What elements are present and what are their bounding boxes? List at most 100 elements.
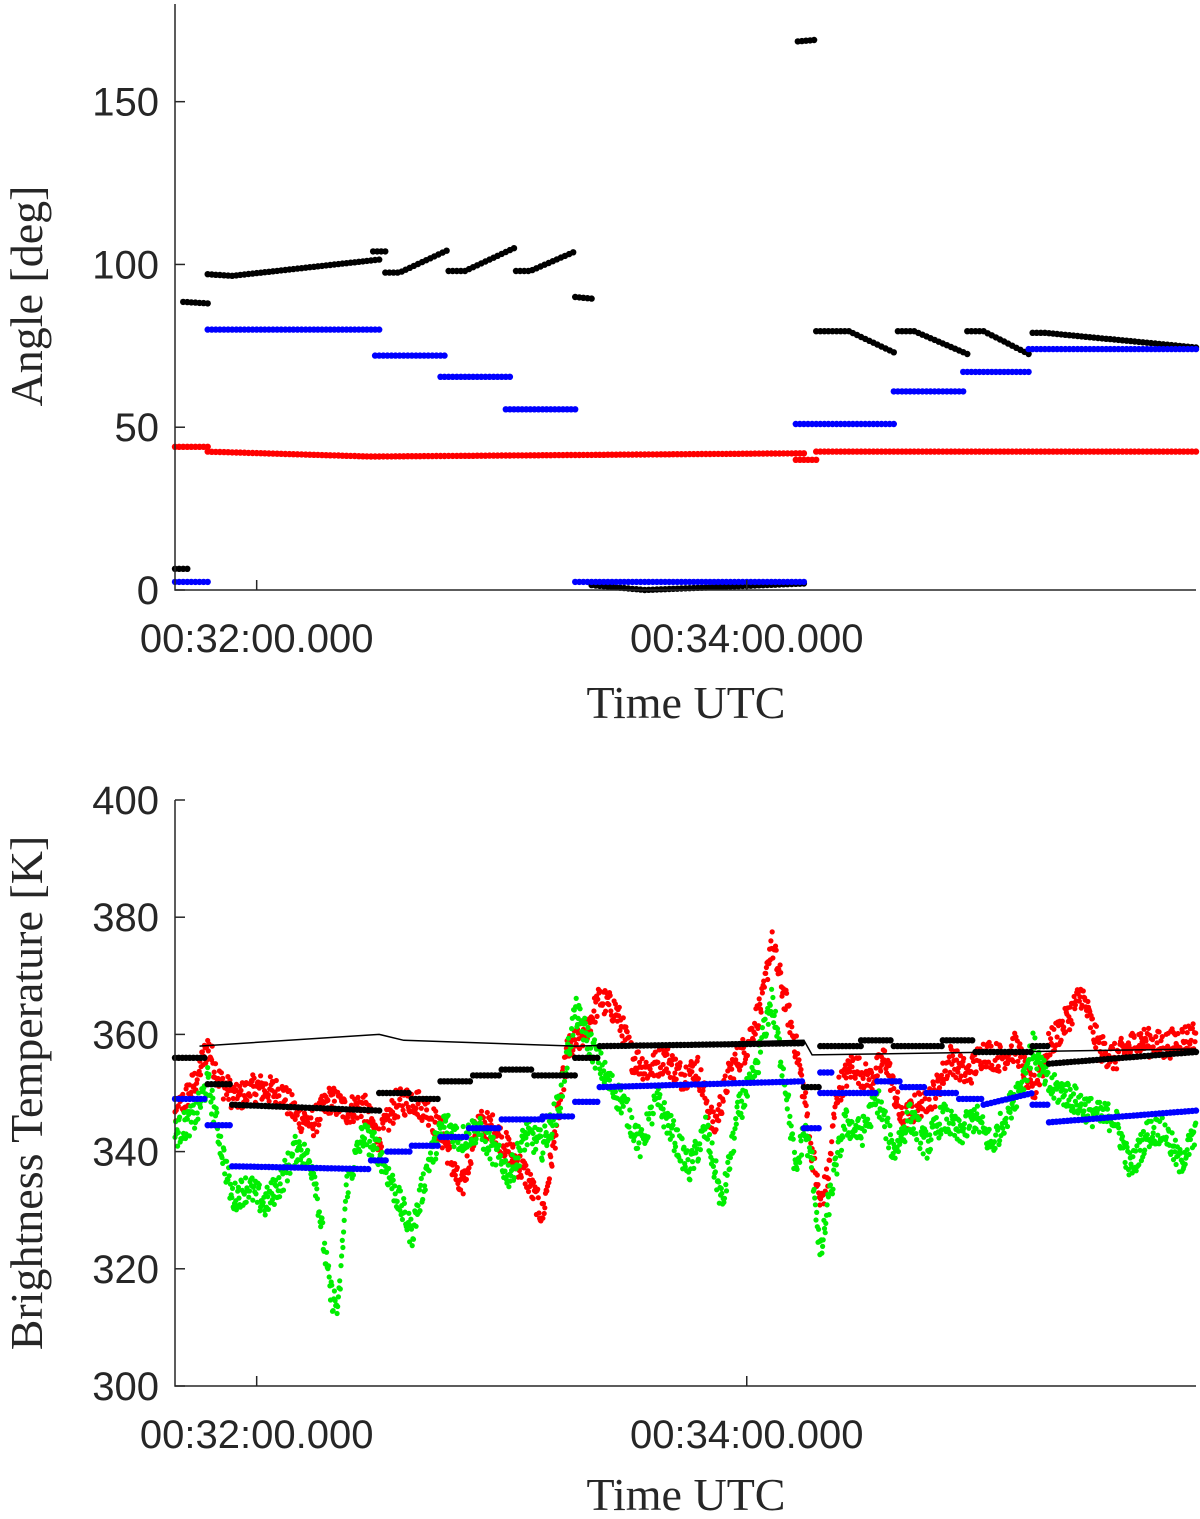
- brightness-green-point: [639, 1127, 645, 1133]
- brightness-red-point: [831, 1115, 837, 1121]
- brightness-red-point: [616, 1004, 622, 1010]
- brightness-red-point: [1159, 1034, 1165, 1040]
- brightness-green-point: [314, 1186, 320, 1192]
- brightness-green-point: [408, 1216, 414, 1222]
- brightness-green-point: [1191, 1129, 1197, 1135]
- brightness-green-point: [626, 1124, 632, 1130]
- brightness-green-point: [181, 1109, 187, 1116]
- brightness-green-point: [606, 1077, 613, 1083]
- brightness-green-point: [731, 1135, 737, 1141]
- brightness-green-point: [831, 1167, 837, 1173]
- brightness-green-point: [386, 1165, 392, 1172]
- brightness-green-point: [337, 1278, 343, 1284]
- brightness-green-point: [619, 1099, 625, 1105]
- brightness-red-point: [350, 1118, 356, 1125]
- brightness-green-point: [235, 1184, 241, 1190]
- brightness-green-point: [450, 1139, 456, 1145]
- brightness-green-point: [730, 1130, 736, 1136]
- angle-blue-point: [800, 578, 808, 586]
- brightness-red-point: [829, 1139, 835, 1145]
- brightness-red-point: [603, 1008, 609, 1014]
- brightness-black-step-point: [434, 1095, 441, 1103]
- brightness-green-point: [399, 1216, 405, 1223]
- brightness-green-point: [799, 1152, 805, 1158]
- angle-y-tick-label: 100: [92, 243, 159, 287]
- brightness-green-point: [908, 1119, 914, 1125]
- brightness-red-point: [502, 1152, 508, 1158]
- brightness-red-point: [936, 1085, 943, 1091]
- brightness-green-point: [788, 1123, 794, 1129]
- brightness-green-point: [331, 1288, 337, 1294]
- brightness-red-point: [230, 1095, 236, 1102]
- brightness-green-point: [1148, 1118, 1154, 1124]
- brightness-green-point: [227, 1181, 234, 1187]
- brightness-green-point: [478, 1120, 484, 1127]
- brightness-green-point: [451, 1144, 457, 1150]
- brightness-green-point: [810, 1156, 816, 1162]
- brightness-green-point: [1169, 1130, 1175, 1136]
- brightness-green-point: [858, 1135, 864, 1141]
- brightness-green-point: [705, 1122, 711, 1128]
- angle-y-axis-title: Angle [deg]: [1, 186, 52, 407]
- brightness-green-point: [511, 1175, 517, 1181]
- brightness-green-point: [1056, 1097, 1062, 1103]
- brightness-red-point: [789, 1024, 795, 1030]
- brightness-green-point: [902, 1139, 908, 1145]
- brightness-y-tick-label: 300: [92, 1365, 159, 1409]
- brightness-green-point: [253, 1191, 259, 1197]
- brightness-green-point: [243, 1199, 249, 1205]
- brightness-green-point: [341, 1229, 347, 1235]
- brightness-red-point: [251, 1075, 257, 1081]
- brightness-black-step-point: [857, 1042, 864, 1050]
- brightness-green-point: [693, 1150, 699, 1156]
- brightness-red-point: [830, 1123, 836, 1129]
- brightness-red-point: [464, 1153, 470, 1159]
- brightness-red-point: [719, 1110, 725, 1116]
- brightness-red-point: [756, 996, 762, 1002]
- brightness-green-point: [262, 1212, 268, 1218]
- brightness-green-point: [539, 1157, 545, 1163]
- brightness-red-point: [722, 1073, 728, 1079]
- brightness-green-point: [1082, 1101, 1088, 1108]
- brightness-green-point: [342, 1206, 348, 1212]
- brightness-red-point: [518, 1174, 524, 1180]
- brightness-green-point: [1149, 1134, 1156, 1140]
- brightness-blue-step-point: [815, 1125, 822, 1132]
- brightness-red-point: [595, 996, 601, 1002]
- brightness-green-point: [616, 1106, 622, 1112]
- brightness-red-point: [1051, 1026, 1057, 1032]
- brightness-green-point: [486, 1147, 492, 1153]
- brightness-red-point: [1156, 1029, 1162, 1035]
- brightness-green-point: [1116, 1125, 1122, 1131]
- brightness-green-point: [229, 1194, 235, 1201]
- brightness-green-point: [379, 1149, 385, 1156]
- brightness-red-point: [873, 1065, 879, 1071]
- brightness-green-point: [265, 1206, 271, 1212]
- brightness-black-step-point: [1192, 1048, 1200, 1056]
- brightness-green-point: [229, 1185, 236, 1191]
- brightness-green-point: [316, 1209, 322, 1215]
- brightness-red-point: [899, 1104, 905, 1111]
- brightness-red-point: [768, 938, 774, 944]
- brightness-green-point: [1130, 1154, 1136, 1160]
- brightness-green-point: [861, 1113, 867, 1119]
- brightness-red-point: [643, 1059, 649, 1065]
- brightness-green-point: [819, 1250, 825, 1256]
- brightness-green-point: [718, 1185, 724, 1192]
- brightness-red-point: [1018, 1054, 1024, 1060]
- brightness-blue-step-point: [201, 1095, 208, 1103]
- brightness-red-point: [199, 1049, 205, 1055]
- brightness-green-point: [979, 1120, 985, 1126]
- brightness-green-point: [567, 1051, 573, 1057]
- brightness-red-point: [237, 1091, 243, 1097]
- brightness-green-point: [276, 1175, 282, 1181]
- brightness-green-point: [208, 1099, 214, 1105]
- brightness-red-point: [244, 1097, 250, 1104]
- brightness-green-point: [808, 1165, 815, 1171]
- brightness-green-point: [433, 1156, 439, 1162]
- brightness-red-point: [1189, 1025, 1195, 1031]
- brightness-red-point: [763, 964, 770, 971]
- brightness-green-point: [340, 1244, 346, 1251]
- brightness-green-point: [339, 1237, 345, 1243]
- brightness-green-point: [904, 1109, 910, 1115]
